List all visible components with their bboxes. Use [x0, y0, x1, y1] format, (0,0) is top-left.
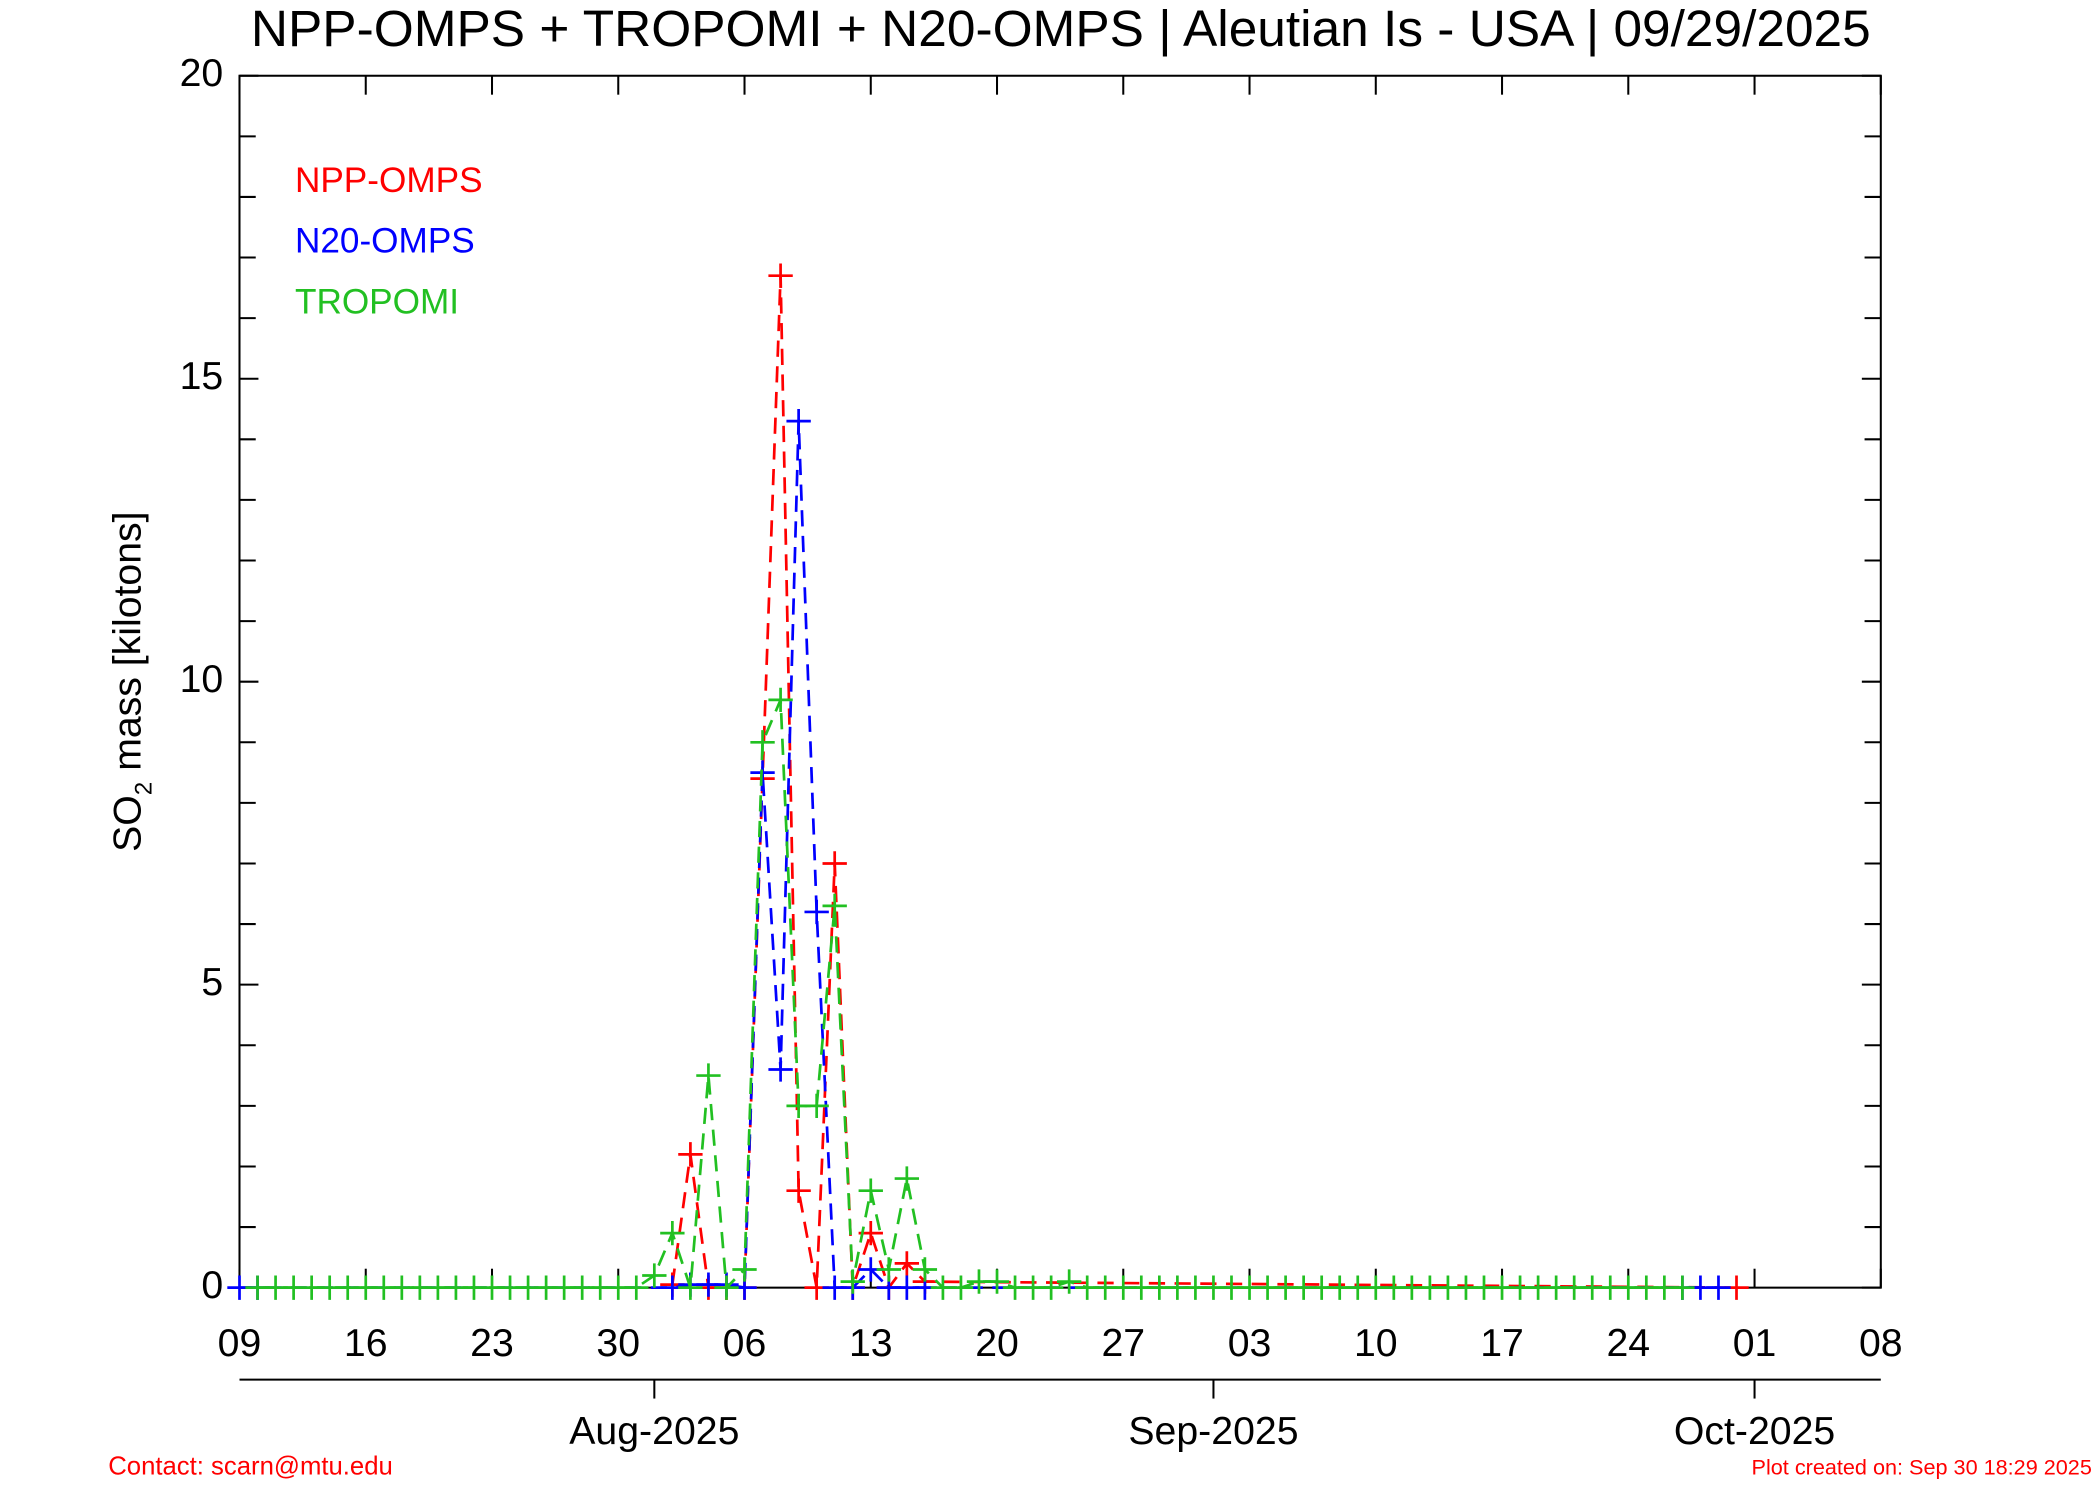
y-tick-label: 0 [201, 1263, 223, 1307]
point-marker [894, 1251, 920, 1276]
x-tick-label: 17 [1480, 1321, 1524, 1365]
legend-entry: TROPOMI [295, 283, 459, 322]
point-marker [948, 1275, 974, 1300]
point-marker [1706, 1275, 1731, 1300]
point-marker [624, 1275, 649, 1300]
point-marker [840, 1269, 865, 1294]
footer-contact: Contact: scarn@mtu.edu [108, 1452, 393, 1480]
y-tick-label: 10 [180, 657, 224, 701]
point-marker [678, 1142, 703, 1167]
point-marker [732, 1257, 757, 1282]
point-marker [696, 1063, 721, 1088]
month-label: Aug-2025 [569, 1409, 739, 1453]
legend-entry: NPP-OMPS [295, 161, 483, 200]
footer-created: Plot created on: Sep 30 18:29 2025 [1752, 1454, 2092, 1479]
point-marker [912, 1257, 938, 1282]
y-label-part: mass [kilotons] [106, 511, 150, 781]
y-tick-label: 5 [201, 960, 223, 1004]
series-line [257, 699, 1683, 1291]
y-tick-label: 20 [180, 51, 224, 95]
point-marker [804, 899, 829, 925]
y-tick-label: 15 [180, 354, 224, 398]
x-tick-label: 09 [218, 1321, 262, 1365]
x-tick-label: 08 [1859, 1321, 1903, 1365]
x-tick-label: 27 [1101, 1321, 1145, 1365]
month-label: Sep-2025 [1128, 1409, 1298, 1453]
point-marker [984, 1269, 1010, 1294]
point-marker [786, 408, 811, 434]
point-marker [714, 1275, 739, 1300]
point-marker [786, 1178, 811, 1203]
point-marker [768, 263, 793, 288]
point-marker [804, 1093, 829, 1119]
point-marker [660, 1220, 685, 1246]
point-marker [642, 1263, 667, 1288]
series-line [671, 275, 1737, 1291]
x-tick-label: 06 [723, 1321, 767, 1365]
x-tick-label: 03 [1228, 1321, 1272, 1365]
point-marker [1038, 1275, 1064, 1300]
x-tick-label: 16 [344, 1321, 388, 1365]
x-tick-label: 23 [470, 1321, 514, 1365]
point-marker [822, 851, 847, 876]
x-tick-label: 20 [975, 1321, 1019, 1365]
chart-title: NPP-OMPS + TROPOMI + N20-OMPS | Aleutian… [251, 0, 1871, 57]
point-marker [876, 1257, 901, 1282]
point-marker [858, 1178, 883, 1203]
point-marker [894, 1166, 920, 1191]
y-label-part: SO [106, 795, 150, 852]
point-marker [768, 1057, 793, 1082]
x-tick-label: 24 [1606, 1321, 1650, 1365]
x-tick-label: 13 [849, 1321, 893, 1365]
point-marker [750, 730, 775, 755]
x-tick-label: 10 [1354, 1321, 1398, 1365]
x-tick-label: 30 [596, 1321, 640, 1365]
x-tick-label: 01 [1733, 1321, 1777, 1365]
point-marker [1056, 1269, 1082, 1294]
plot-frame [238, 74, 1882, 1289]
y-axis-label: SO2 mass [kilotons] [106, 511, 158, 851]
series-line [239, 421, 1719, 1290]
y-label-sub: 2 [131, 782, 158, 796]
month-label: Oct-2025 [1674, 1409, 1835, 1453]
point-marker [768, 687, 793, 713]
point-marker [678, 1275, 703, 1300]
point-marker [822, 893, 847, 919]
point-marker [1670, 1275, 1695, 1300]
legend-entry: N20-OMPS [295, 222, 475, 261]
